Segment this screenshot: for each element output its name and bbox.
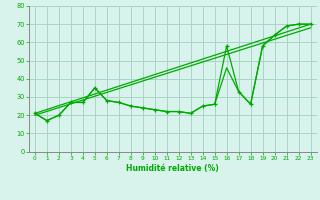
X-axis label: Humidité relative (%): Humidité relative (%) [126, 164, 219, 173]
